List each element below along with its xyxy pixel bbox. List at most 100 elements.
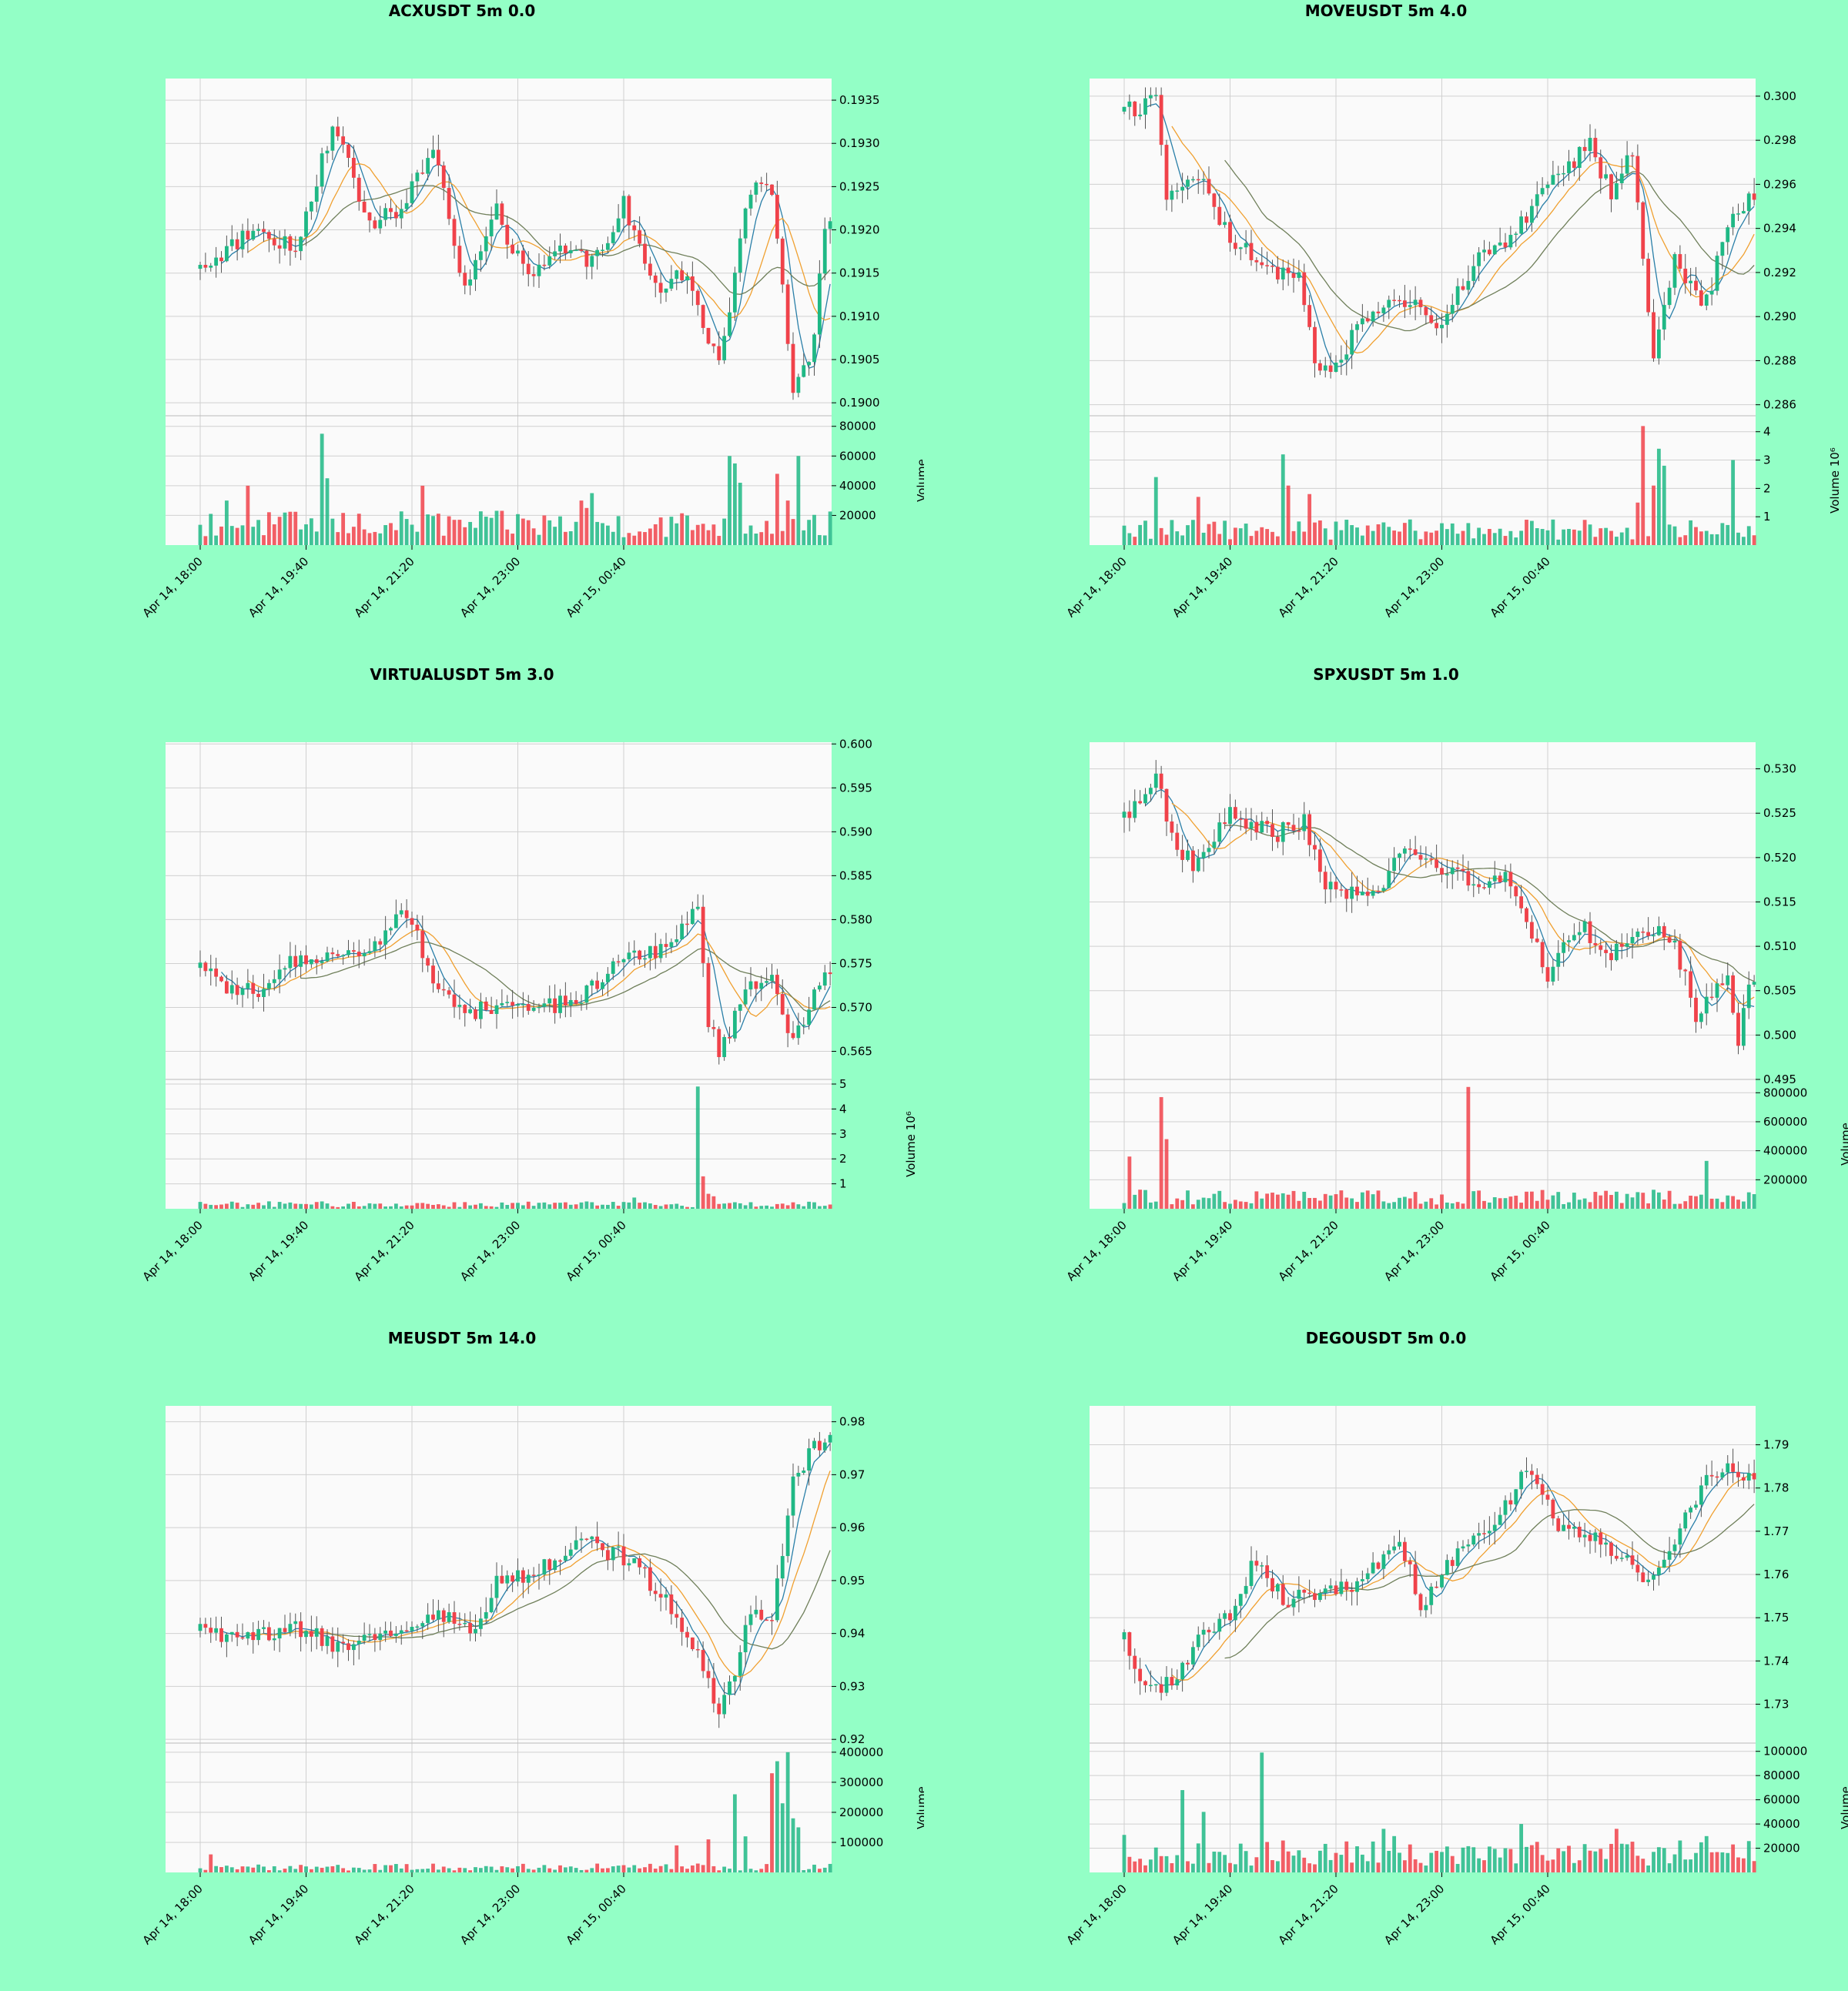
volume-bar	[1244, 524, 1248, 545]
candle-body	[240, 1637, 245, 1639]
candle-body	[1365, 892, 1370, 896]
x-tick-label: Apr 15, 00:40	[1488, 554, 1553, 620]
candle-body	[1477, 884, 1481, 888]
volume-bar	[1392, 1835, 1397, 1872]
candle-body	[1175, 1679, 1180, 1686]
volume-bar	[669, 1204, 674, 1209]
candle-body	[431, 149, 435, 159]
volume-bar	[209, 1204, 213, 1209]
candle-body	[1736, 213, 1740, 215]
volume-bar	[1275, 536, 1280, 545]
candle-body	[1360, 1579, 1364, 1581]
y-tick-label: 0.93	[839, 1679, 865, 1693]
volume-bar	[537, 1867, 541, 1872]
candle-body	[393, 212, 398, 219]
volume-bar	[643, 1202, 647, 1209]
candle-body	[1228, 222, 1232, 243]
candle-body	[1492, 1524, 1497, 1531]
vol-tick-label: 1	[839, 1177, 847, 1191]
candle-body	[1704, 996, 1709, 1014]
volume-bar	[240, 525, 245, 545]
candle-body	[748, 981, 753, 990]
volume-bar	[516, 1866, 520, 1872]
candle-body	[367, 951, 372, 953]
candle-body	[669, 942, 674, 947]
volume-bar	[828, 511, 832, 545]
candle-body	[1207, 1629, 1211, 1633]
candle-body	[1699, 1485, 1703, 1505]
volume-bar	[1334, 521, 1338, 545]
volume-bar	[1212, 1193, 1217, 1209]
volume-bar	[357, 514, 361, 545]
candle-body	[537, 264, 541, 276]
candle-body	[765, 1619, 769, 1621]
volume-bar	[1445, 1202, 1449, 1209]
candle-body	[203, 265, 208, 268]
candle-body	[1450, 1560, 1455, 1566]
candle-body	[1625, 943, 1629, 947]
candle-body	[568, 249, 573, 253]
volume-bar	[695, 1086, 700, 1209]
moving-average-line	[300, 1550, 831, 1650]
candle-body	[1413, 849, 1418, 855]
candle-body	[1582, 921, 1587, 932]
volume-bar	[1694, 1196, 1698, 1209]
volume-bar	[822, 1867, 827, 1872]
volume-bar	[1281, 1193, 1285, 1209]
volume-bar	[1562, 529, 1566, 545]
volume-bar	[229, 526, 234, 545]
volume-bar	[219, 1867, 223, 1872]
volume-bar	[1148, 1202, 1153, 1209]
candle-body	[664, 944, 668, 947]
candle-body	[1652, 935, 1656, 937]
candle-body	[1540, 942, 1545, 968]
volume-bar	[1646, 1865, 1651, 1872]
candle-body	[669, 1594, 674, 1615]
candle-body	[367, 212, 372, 221]
volume-bar	[664, 1864, 668, 1872]
candle-body	[266, 1627, 271, 1641]
volume-bar	[246, 1866, 250, 1872]
candle-body	[1656, 1568, 1661, 1575]
moving-average-line	[1145, 103, 1755, 368]
volume-bar	[1281, 1840, 1285, 1872]
volume-bar	[1545, 530, 1550, 545]
volume-bar	[1646, 1203, 1651, 1209]
candle-body	[590, 256, 594, 267]
candle-body	[579, 249, 584, 251]
x-tick-label: Apr 15, 00:40	[564, 1882, 629, 1947]
candle-body	[1588, 921, 1592, 943]
volume-bar	[722, 1866, 727, 1872]
candle-body	[330, 952, 335, 955]
candle-body	[1556, 952, 1561, 967]
y-tick-label: 0.585	[839, 868, 872, 882]
candle-body	[1678, 940, 1682, 970]
candle-body	[1424, 858, 1428, 860]
candle-body	[1365, 318, 1370, 322]
volume-bar	[1609, 1843, 1613, 1872]
candle-body	[1334, 882, 1338, 890]
candle-body	[1662, 1559, 1666, 1568]
y-tick-label: 0.570	[839, 1000, 872, 1014]
volume-bar	[690, 1865, 695, 1872]
candle-body	[1254, 259, 1259, 263]
y-tick-label: 0.1935	[839, 93, 880, 107]
candle-body	[1672, 254, 1677, 288]
volume-bar	[1614, 537, 1619, 545]
candle-body	[695, 1648, 700, 1651]
candle-body	[1535, 1474, 1539, 1484]
volume-bar	[362, 1869, 367, 1872]
y-tick-label: 0.288	[1763, 353, 1796, 367]
volume-bar	[330, 518, 335, 545]
volume-bar	[283, 512, 287, 545]
volume-bar	[346, 533, 350, 545]
volume-bar	[791, 1818, 795, 1872]
candle-body	[500, 1575, 504, 1584]
volume-bar	[1398, 1197, 1401, 1209]
candle-body	[1435, 1586, 1439, 1588]
volume-bar	[1662, 465, 1666, 545]
candle-body	[1604, 1542, 1609, 1545]
candle-body	[447, 990, 451, 995]
volume-bar	[1704, 1835, 1709, 1872]
candle-body	[1726, 1463, 1730, 1473]
